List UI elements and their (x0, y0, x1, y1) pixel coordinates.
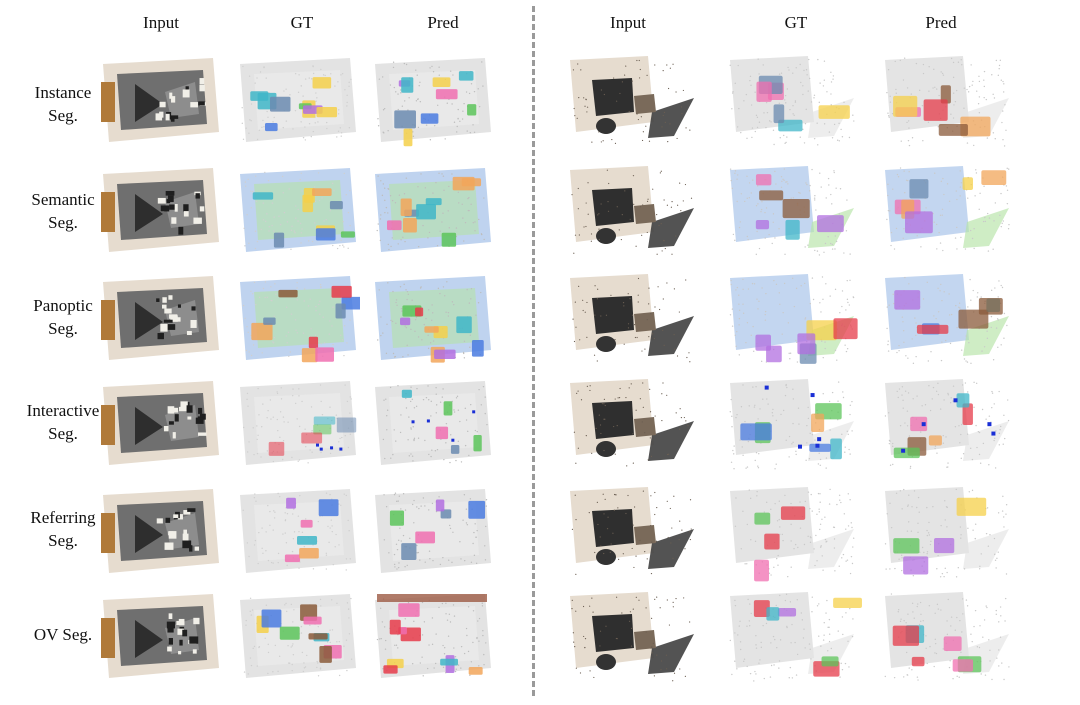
point-cloud-render (240, 381, 357, 465)
result-image-instance-photo-scene1 (95, 52, 223, 148)
row-label-semantic: Semantic Seg. (8, 188, 118, 234)
result-image-ov-pred-scene2 (877, 588, 1017, 688)
point-cloud-render (885, 166, 1010, 252)
point-cloud-render (375, 594, 491, 678)
row-label-line2: Seg. (48, 319, 78, 338)
result-image-referring-photo-scene1 (95, 483, 223, 579)
result-image-panoptic-gt-scene1 (232, 270, 360, 366)
row-label-line1: OV Seg. (33, 624, 93, 644)
point-cloud-render (729, 274, 858, 364)
result-image-interactive-pred-scene1 (367, 375, 495, 471)
result-image-semantic-pred-scene1 (367, 162, 495, 258)
point-cloud-render (570, 274, 694, 363)
point-cloud-render (884, 379, 1010, 469)
point-cloud-render (101, 58, 219, 142)
result-image-instance-pred-scene2 (877, 52, 1017, 152)
row-label-instance: Instance Seg. (8, 81, 118, 127)
row-label-ov: OV Seg. (8, 623, 118, 646)
result-image-interactive-photo-scene1 (95, 375, 223, 471)
result-image-panoptic-photo-scene2 (562, 270, 702, 370)
row-label-referring: Referring Seg. (8, 506, 118, 552)
result-image-referring-gt-scene1 (232, 483, 360, 579)
result-image-instance-pred-scene1 (367, 52, 495, 148)
point-cloud-render (885, 56, 1009, 147)
row-label-line2: Seg. (48, 106, 78, 125)
result-image-instance-gt-scene2 (722, 52, 862, 152)
point-cloud-render (570, 56, 694, 144)
column-header-pred-scene2: Pred (925, 13, 957, 32)
point-cloud-render (101, 381, 219, 465)
row-label-line1: Referring (30, 508, 96, 527)
scene-divider-line (532, 6, 535, 696)
result-image-interactive-gt-scene1 (232, 375, 360, 471)
column-header-gt-scene2: GT (784, 13, 808, 32)
point-cloud-render (240, 58, 356, 142)
result-image-instance-photo-scene2 (562, 52, 702, 152)
point-cloud-render (729, 592, 862, 682)
result-image-interactive-photo-scene2 (562, 375, 702, 475)
result-image-ov-gt-scene2 (722, 588, 862, 688)
point-cloud-render (570, 166, 694, 255)
point-cloud-render (101, 276, 219, 360)
point-cloud-render (375, 381, 491, 465)
result-image-semantic-gt-scene1 (232, 162, 360, 258)
point-cloud-render (729, 166, 854, 256)
point-cloud-render (884, 487, 1009, 578)
result-image-ov-photo-scene1 (95, 588, 223, 684)
point-cloud-render (101, 489, 219, 573)
result-image-semantic-pred-scene2 (877, 162, 1017, 262)
point-cloud-render (375, 58, 491, 147)
row-label-line2: Seg. (48, 213, 78, 232)
point-cloud-render (729, 56, 855, 146)
point-cloud-render (101, 594, 219, 678)
column-header-input-scene2: Input (610, 13, 646, 32)
result-image-referring-pred-scene1 (367, 483, 495, 579)
result-image-referring-pred-scene2 (877, 483, 1017, 583)
row-label-panoptic: Panoptic Seg. (8, 294, 118, 340)
result-image-ov-photo-scene2 (562, 588, 702, 688)
point-cloud-render (101, 168, 219, 252)
result-image-panoptic-photo-scene1 (95, 270, 223, 366)
result-image-semantic-gt-scene2 (722, 162, 862, 262)
row-label-line1: Instance (34, 83, 92, 102)
row-label-line2: Seg. (48, 531, 78, 550)
result-image-semantic-photo-scene2 (562, 162, 702, 262)
point-cloud-render (240, 276, 360, 363)
point-cloud-render (730, 487, 855, 582)
result-image-referring-gt-scene2 (722, 483, 862, 583)
point-cloud-render (570, 592, 694, 682)
result-image-interactive-gt-scene2 (722, 375, 862, 475)
column-header-gt-scene1: GT (290, 13, 314, 32)
point-cloud-render (570, 487, 694, 575)
point-cloud-render (375, 276, 491, 363)
result-image-panoptic-gt-scene2 (722, 270, 862, 370)
row-label-line1: Semantic (31, 190, 95, 209)
point-cloud-render (240, 594, 356, 678)
row-label-interactive: Interactive Seg. (8, 399, 118, 445)
point-cloud-render (729, 379, 854, 470)
result-image-instance-gt-scene1 (232, 52, 360, 148)
row-label-line1: Interactive (26, 401, 100, 420)
point-cloud-render (375, 489, 491, 573)
point-cloud-render (885, 274, 1009, 365)
result-image-referring-photo-scene2 (562, 483, 702, 583)
result-image-interactive-pred-scene2 (877, 375, 1017, 475)
row-label-line1: Panoptic (33, 296, 93, 315)
point-cloud-render (884, 592, 1010, 681)
column-header-input-scene1: Input (143, 13, 179, 32)
result-image-ov-pred-scene1 (367, 588, 495, 684)
result-image-panoptic-pred-scene2 (877, 270, 1017, 370)
result-image-semantic-photo-scene1 (95, 162, 223, 258)
result-image-ov-gt-scene1 (232, 588, 360, 684)
row-label-line2: Seg. (48, 424, 78, 443)
point-cloud-render (240, 489, 356, 573)
column-header-pred-scene1: Pred (427, 13, 459, 32)
point-cloud-render (240, 168, 356, 252)
point-cloud-render (570, 379, 694, 467)
result-image-panoptic-pred-scene1 (367, 270, 495, 366)
point-cloud-render (375, 168, 491, 252)
